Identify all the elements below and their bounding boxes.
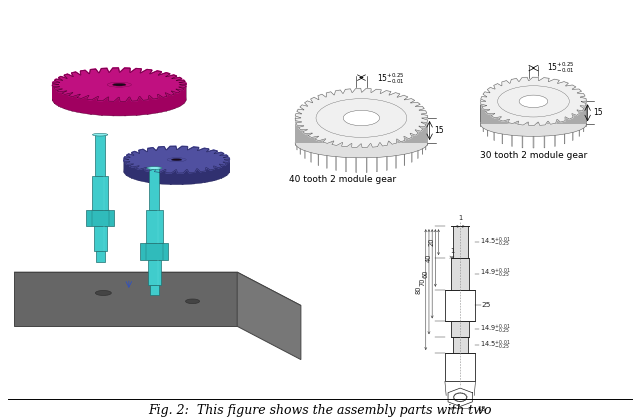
Ellipse shape <box>52 83 186 116</box>
Polygon shape <box>173 94 175 109</box>
Text: 60: 60 <box>422 270 428 278</box>
Polygon shape <box>451 258 469 290</box>
Ellipse shape <box>95 291 111 295</box>
Text: 40: 40 <box>426 254 431 262</box>
Polygon shape <box>86 210 114 226</box>
Polygon shape <box>451 321 469 337</box>
Ellipse shape <box>59 72 180 97</box>
Ellipse shape <box>124 158 230 185</box>
Ellipse shape <box>343 110 380 126</box>
Polygon shape <box>159 172 160 184</box>
Polygon shape <box>544 125 545 148</box>
Polygon shape <box>52 68 186 101</box>
Polygon shape <box>182 173 183 185</box>
Polygon shape <box>366 147 367 173</box>
Polygon shape <box>326 143 327 168</box>
Polygon shape <box>157 98 158 113</box>
Text: Fig. 2:  This figure shows the assembly parts with two: Fig. 2: This figure shows the assembly p… <box>148 404 492 417</box>
Text: 1: 1 <box>458 215 462 221</box>
Polygon shape <box>295 89 428 147</box>
Polygon shape <box>96 251 104 262</box>
Polygon shape <box>90 100 92 114</box>
Polygon shape <box>150 285 159 295</box>
Polygon shape <box>140 243 168 260</box>
Polygon shape <box>148 171 149 183</box>
Polygon shape <box>522 125 523 148</box>
Text: 18: 18 <box>477 406 486 412</box>
Polygon shape <box>533 126 534 148</box>
Ellipse shape <box>186 299 200 304</box>
Polygon shape <box>502 121 503 144</box>
Polygon shape <box>147 100 148 114</box>
Polygon shape <box>149 168 159 210</box>
Ellipse shape <box>129 150 225 170</box>
Polygon shape <box>170 173 172 185</box>
Polygon shape <box>335 145 337 171</box>
Text: 30 tooth 2 module gear: 30 tooth 2 module gear <box>480 151 587 160</box>
Text: $14.5^{+0.01}_{-0.25}$: $14.5^{+0.01}_{-0.25}$ <box>480 339 511 352</box>
Text: 70: 70 <box>419 278 425 286</box>
Polygon shape <box>452 337 468 353</box>
Polygon shape <box>14 272 237 326</box>
Polygon shape <box>511 123 513 147</box>
Polygon shape <box>376 147 378 172</box>
Polygon shape <box>555 123 556 147</box>
Ellipse shape <box>172 159 182 161</box>
Ellipse shape <box>519 95 548 108</box>
Ellipse shape <box>93 133 108 136</box>
Text: 25: 25 <box>482 302 492 308</box>
Polygon shape <box>95 135 105 176</box>
Polygon shape <box>146 210 163 243</box>
Text: 15: 15 <box>593 108 602 117</box>
Text: $15^{+0.25}_{-0.01}$: $15^{+0.25}_{-0.01}$ <box>378 71 405 86</box>
Polygon shape <box>295 118 428 143</box>
Polygon shape <box>148 260 161 285</box>
Polygon shape <box>92 176 108 210</box>
Polygon shape <box>113 101 114 116</box>
Text: $14.5^{+0.01}_{-0.25}$: $14.5^{+0.01}_{-0.25}$ <box>480 236 511 249</box>
Text: 20: 20 <box>429 238 435 247</box>
Text: 80: 80 <box>416 285 422 294</box>
Polygon shape <box>124 160 230 171</box>
Ellipse shape <box>147 167 162 169</box>
Polygon shape <box>481 77 586 126</box>
Polygon shape <box>52 85 186 99</box>
Text: $14.9^{+0.01}_{-0.25}$: $14.9^{+0.01}_{-0.25}$ <box>480 267 511 281</box>
Polygon shape <box>166 96 167 111</box>
Polygon shape <box>101 101 102 116</box>
Text: $15^{+0.25}_{-0.01}$: $15^{+0.25}_{-0.01}$ <box>547 60 575 76</box>
Text: $14.9^{+0.01}_{-0.25}$: $14.9^{+0.01}_{-0.25}$ <box>480 323 511 336</box>
Ellipse shape <box>113 83 126 86</box>
Polygon shape <box>64 94 65 109</box>
Polygon shape <box>452 226 468 258</box>
Polygon shape <box>124 146 230 173</box>
Polygon shape <box>124 146 230 173</box>
Text: 1: 1 <box>450 248 454 254</box>
Polygon shape <box>237 272 301 360</box>
Ellipse shape <box>295 128 428 158</box>
Polygon shape <box>136 101 137 116</box>
Polygon shape <box>52 68 186 101</box>
Polygon shape <box>204 171 205 183</box>
Polygon shape <box>139 169 140 181</box>
Text: 40 tooth 2 module gear: 40 tooth 2 module gear <box>289 175 396 184</box>
Polygon shape <box>14 272 301 305</box>
Text: 15: 15 <box>435 126 444 135</box>
Polygon shape <box>564 121 565 144</box>
Polygon shape <box>94 226 106 251</box>
Polygon shape <box>481 102 586 124</box>
Polygon shape <box>193 172 195 184</box>
Ellipse shape <box>481 112 586 136</box>
